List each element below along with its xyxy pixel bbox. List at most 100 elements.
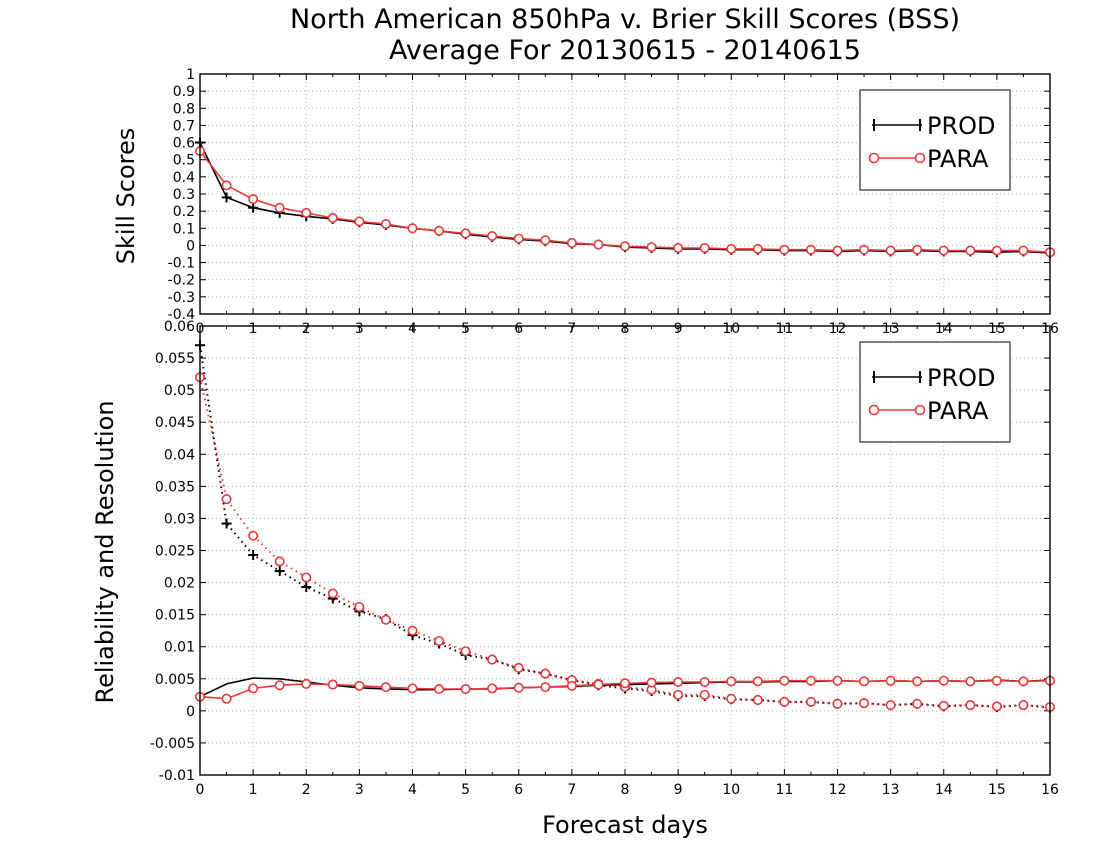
data-point-para	[752, 694, 763, 705]
y-tick-label: 0.005	[155, 672, 195, 688]
data-point-para	[301, 207, 312, 218]
y-tick-label: 0.7	[173, 118, 195, 134]
data-point-para	[274, 680, 285, 691]
data-point-para	[699, 689, 710, 700]
reliability-resolution-panel: -0.01 -0.005 0 0.005 0.01 0.015 0.02 0.025 0.03 0…	[150, 319, 1059, 798]
legend-circle-marker	[914, 404, 926, 416]
data-point-para	[779, 675, 790, 686]
legend-box	[859, 89, 1011, 191]
chart-title-line2: Average For 20130615 - 20140615	[389, 35, 861, 66]
data-point-para	[859, 676, 870, 687]
data-point-para	[513, 662, 524, 673]
data-point-para	[487, 231, 498, 242]
data-point-para	[354, 216, 365, 227]
y-tick-label: -0.2	[168, 273, 195, 289]
data-point-para	[912, 244, 923, 255]
data-point-para	[699, 676, 710, 687]
chart-title-line1: North American 850hPa v. Brier Skill Sco…	[290, 4, 960, 35]
legend-label-para: PARA	[927, 145, 989, 173]
y-tick-label: 0.055	[155, 351, 195, 367]
x-tick-label: 14	[935, 782, 953, 798]
y-tick-label: 0.2	[173, 204, 195, 220]
data-point-para	[965, 700, 976, 711]
data-point-para	[938, 700, 949, 711]
plot-frame	[199, 73, 1051, 315]
x-tick-label: 3	[355, 782, 364, 798]
y-tick-label: 0	[186, 704, 195, 720]
legend-label-para: PARA	[927, 397, 989, 425]
data-point-para	[726, 243, 737, 254]
y-tick-label: 0.03	[164, 511, 195, 527]
legend-circle-marker	[868, 404, 880, 416]
data-point-para	[566, 680, 577, 691]
data-point-para	[540, 668, 551, 679]
legend-circle-marker	[914, 152, 926, 164]
x-tick-label: 5	[461, 782, 470, 798]
y-tick-label: 0.05	[164, 383, 195, 399]
data-point-para	[938, 675, 949, 686]
y-tick-label: 0.02	[164, 576, 195, 592]
y-tick-label: -0.3	[168, 290, 195, 306]
top-y-axis-label: Skill Scores	[112, 128, 140, 265]
x-tick-label: 8	[621, 782, 630, 798]
data-point-para	[912, 698, 923, 709]
data-point-para	[832, 245, 843, 256]
data-point-para	[460, 646, 471, 657]
data-point-para	[991, 701, 1002, 712]
plot-frame	[199, 325, 1051, 776]
data-point-para	[1018, 676, 1029, 687]
data-point-para	[434, 635, 445, 646]
data-point-para	[991, 245, 1002, 256]
legend-label-prod: PROD	[927, 364, 996, 392]
x-tick-label: 7	[567, 782, 576, 798]
data-point-para	[619, 241, 630, 252]
data-point-para	[965, 245, 976, 256]
y-tick-label: 0.045	[155, 415, 195, 431]
data-point-para	[274, 202, 285, 213]
data-point-prod	[221, 518, 232, 529]
y-tick-label: 0.1	[173, 221, 195, 237]
data-point-para	[646, 677, 657, 688]
data-point-para	[859, 244, 870, 255]
data-point-para	[434, 684, 445, 695]
data-point-para	[221, 494, 232, 505]
data-point-para	[885, 700, 896, 711]
y-tick-label: 0.025	[155, 544, 195, 560]
data-point-para	[407, 223, 418, 234]
y-tick-label: 0	[186, 238, 195, 254]
data-point-para	[699, 243, 710, 254]
data-point-para	[221, 693, 232, 704]
data-point-para	[407, 683, 418, 694]
data-point-para	[434, 225, 445, 236]
data-point-para	[327, 679, 338, 690]
data-point-para	[885, 675, 896, 686]
data-point-para	[619, 678, 630, 689]
data-point-para	[726, 676, 737, 687]
data-point-para	[832, 675, 843, 686]
data-point-para	[859, 698, 870, 709]
data-point-para	[752, 676, 763, 687]
data-point-para	[487, 683, 498, 694]
data-point-para	[991, 675, 1002, 686]
data-point-para	[513, 682, 524, 693]
x-axis-label: Forecast days	[542, 811, 708, 839]
data-point-para	[885, 245, 896, 256]
data-point-para	[938, 245, 949, 256]
data-point-prod	[221, 192, 232, 203]
data-point-para	[805, 244, 816, 255]
y-tick-label: 0.8	[173, 101, 195, 117]
data-point-para	[912, 676, 923, 687]
x-tick-label: 0	[196, 782, 205, 798]
data-point-para	[965, 676, 976, 687]
data-point-para	[832, 698, 843, 709]
y-tick-label: 0.4	[173, 170, 195, 186]
data-point-para	[752, 243, 763, 254]
data-point-para	[593, 239, 604, 250]
x-tick-label: 12	[829, 782, 847, 798]
data-point-para	[540, 235, 551, 246]
data-point-para	[248, 530, 259, 541]
data-point-para	[779, 244, 790, 255]
data-point-para	[805, 675, 816, 686]
data-point-para	[301, 678, 312, 689]
